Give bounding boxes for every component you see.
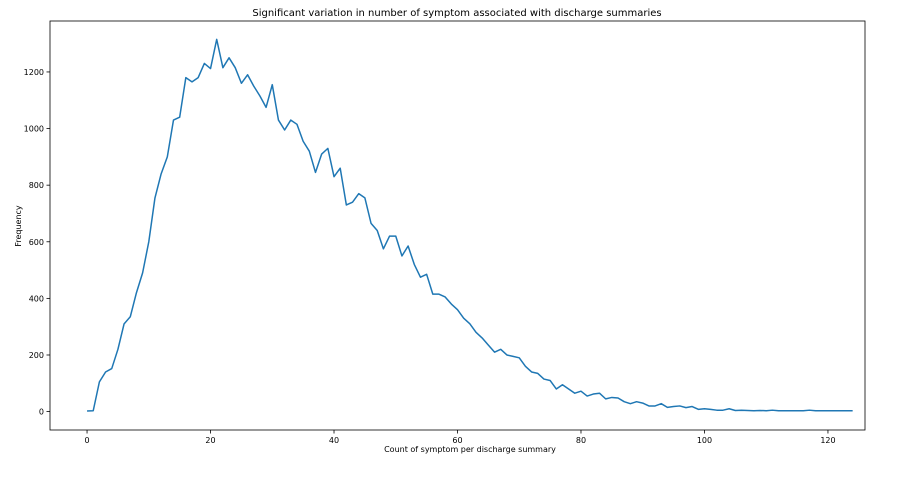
x-tick-label: 100	[697, 436, 712, 445]
y-tick-label: 200	[29, 351, 44, 360]
y-tick-label: 0	[39, 408, 44, 417]
chart-title: Significant variation in number of sympt…	[252, 8, 661, 19]
y-tick-label: 400	[29, 294, 44, 303]
x-tick-label: 20	[205, 436, 215, 445]
frequency-series-line	[87, 38, 853, 412]
x-axis-label: Count of symptom per discharge summary	[384, 445, 556, 454]
y-tick-label: 800	[29, 181, 44, 190]
y-axis-label: Frequency	[14, 205, 23, 247]
y-axis-ticks: 0 200 400 600 800 1000 1200	[24, 68, 50, 417]
plot-area-frame	[49, 20, 866, 431]
x-tick-label: 80	[576, 436, 586, 445]
x-tick-label: 120	[820, 436, 835, 445]
y-tick-label: 600	[29, 238, 44, 247]
x-axis-ticks: 0 20 40 60 80 100 120	[84, 430, 836, 445]
y-tick-label: 1200	[24, 68, 44, 77]
y-tick-label: 1000	[24, 125, 44, 134]
x-tick-label: 40	[329, 436, 339, 445]
x-tick-label: 60	[452, 436, 462, 445]
x-tick-label: 0	[84, 436, 89, 445]
